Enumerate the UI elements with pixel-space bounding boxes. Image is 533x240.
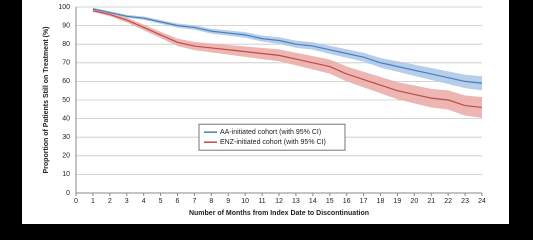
legend-label: ENZ-initiated cohort (with 95% CI) bbox=[220, 139, 326, 146]
x-tick-label: 7 bbox=[192, 198, 196, 205]
ci-band bbox=[92, 7, 483, 91]
x-tick-label: 0 bbox=[74, 198, 78, 205]
line bbox=[92, 10, 483, 109]
legend-label: AA-initiated cohort (with 95% CI) bbox=[220, 129, 321, 136]
legend-box bbox=[198, 123, 346, 151]
y-axis-title: Proportion of Patients Still on Treatmen… bbox=[43, 26, 50, 173]
x-tick-label: 3 bbox=[125, 198, 129, 205]
y-tick-label: 0 bbox=[66, 190, 70, 197]
x-tick-label: 9 bbox=[226, 198, 230, 205]
x-tick-label: 10 bbox=[241, 198, 249, 205]
x-tick-label: 1 bbox=[91, 198, 95, 205]
x-tick-label: 19 bbox=[394, 198, 402, 205]
x-tick-label: 15 bbox=[326, 198, 334, 205]
x-tick-label: 11 bbox=[258, 198, 265, 205]
y-tick-label: 90 bbox=[62, 22, 70, 29]
y-tick-label: 80 bbox=[62, 41, 70, 48]
y-tick-label: 30 bbox=[62, 134, 70, 141]
x-tick-label: 22 bbox=[444, 198, 452, 205]
x-tick-label: 24 bbox=[478, 198, 486, 205]
y-tick-label: 70 bbox=[62, 60, 70, 67]
x-tick-label: 6 bbox=[176, 198, 180, 205]
x-tick-label: 8 bbox=[209, 198, 213, 205]
x-tick-label: 18 bbox=[377, 198, 385, 205]
x-tick-label: 21 bbox=[427, 198, 435, 205]
line bbox=[92, 8, 483, 84]
legend: AA-initiated cohort (with 95% CI) ENZ-ini… bbox=[198, 123, 346, 151]
x-axis-title: Number of Months from Index Date to Disc… bbox=[189, 210, 369, 217]
x-tick-label: 20 bbox=[410, 198, 418, 205]
y-tick-label: 50 bbox=[62, 97, 70, 104]
y-tick-label: 40 bbox=[62, 115, 70, 122]
x-tick-label: 5 bbox=[159, 198, 163, 205]
chart-area bbox=[22, 0, 509, 224]
ci-band bbox=[92, 9, 483, 118]
x-tick-label: 17 bbox=[360, 198, 368, 205]
y-tick-label: 100 bbox=[58, 4, 70, 11]
x-tick-label: 16 bbox=[343, 198, 351, 205]
x-tick-label: 2 bbox=[108, 198, 112, 205]
x-tick-label: 12 bbox=[275, 198, 283, 205]
y-tick-label: 10 bbox=[62, 171, 70, 178]
x-tick-label: 23 bbox=[461, 198, 469, 205]
x-tick-label: 14 bbox=[309, 198, 317, 205]
y-tick-label: 20 bbox=[62, 153, 70, 160]
x-tick-label: 4 bbox=[142, 198, 146, 205]
y-tick-label: 60 bbox=[62, 78, 70, 85]
x-tick-label: 13 bbox=[292, 198, 300, 205]
chart: Number of Months from Index Date to Disc… bbox=[22, 0, 509, 224]
